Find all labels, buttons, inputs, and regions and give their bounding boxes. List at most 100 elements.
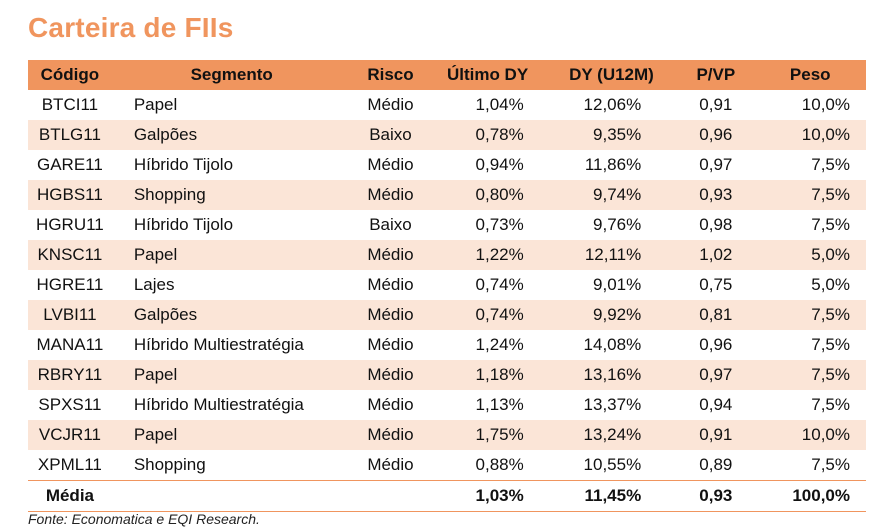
segmento-cell: Papel — [133, 95, 178, 114]
column-header-pvp: P/VP — [677, 60, 755, 90]
average-pvp: 0,93 — [677, 480, 755, 512]
codigo-cell: GARE11 — [36, 155, 103, 174]
peso-cell: 5,0% — [811, 275, 850, 294]
ultimo-dy-cell: 0,94% — [475, 155, 524, 174]
segmento-cell: Papel — [111, 240, 352, 270]
pvp-cell: 0,91 — [699, 95, 733, 114]
ultimo-dy-cell: 0,74% — [429, 300, 546, 330]
average-segmento-cell — [111, 480, 352, 512]
fii-portfolio-table: Código Segmento Risco Último DY DY (U12M… — [28, 60, 866, 512]
dy-u12m-cell: 13,16% — [545, 360, 678, 390]
table-row: BTCI11 Papel Médio 1,04% 12,06% 0,91 10,0% — [28, 90, 866, 120]
column-header-dy-u12m: DY (U12M) — [545, 60, 678, 90]
ultimo-dy-cell: 0,74% — [475, 275, 524, 294]
risco-cell: Médio — [351, 300, 430, 330]
codigo-cell: HGRU11 — [36, 215, 104, 234]
codigo-cell: XPML11 — [37, 455, 102, 474]
dy-u12m-cell: 14,08% — [583, 335, 642, 354]
pvp-cell: 0,91 — [677, 420, 755, 450]
ultimo-dy-cell: 1,75% — [429, 420, 546, 450]
risco-cell: Médio — [367, 335, 414, 354]
table-row: KNSC11 Papel Médio 1,22% 12,11% 1,02 5,0% — [28, 240, 866, 270]
peso-cell: 7,5% — [754, 180, 866, 210]
column-header-ultimo-dy: Último DY — [429, 60, 546, 90]
peso-cell: 7,5% — [811, 455, 850, 474]
average-row: Média 1,03% 11,45% 0,93 100,0% — [28, 480, 866, 512]
column-header-risco: Risco — [351, 60, 430, 90]
column-header-segmento: Segmento — [111, 60, 352, 90]
risco-cell: Baixo — [351, 120, 430, 150]
ultimo-dy-cell: 1,24% — [475, 335, 524, 354]
peso-cell: 7,5% — [754, 300, 866, 330]
peso-cell: 10,0% — [754, 120, 866, 150]
pvp-cell: 0,81 — [677, 300, 755, 330]
table-header-row: Código Segmento Risco Último DY DY (U12M… — [28, 60, 866, 90]
risco-cell: Médio — [367, 95, 414, 114]
column-header-codigo: Código — [28, 60, 112, 90]
ultimo-dy-cell: 0,80% — [429, 180, 546, 210]
average-label: Média — [28, 480, 112, 512]
segmento-cell: Híbrido Multiestratégia — [133, 335, 304, 354]
table-row: HGRE11 Lajes Médio 0,74% 9,01% 0,75 5,0% — [28, 270, 866, 300]
dy-u12m-cell: 12,06% — [583, 95, 642, 114]
dy-u12m-cell: 9,76% — [593, 215, 642, 234]
risco-cell: Médio — [367, 155, 414, 174]
codigo-cell: BTCI11 — [41, 95, 99, 114]
ultimo-dy-cell: 0,78% — [429, 120, 546, 150]
peso-cell: 10,0% — [801, 95, 850, 114]
segmento-cell: Shopping — [111, 180, 352, 210]
peso-cell: 7,5% — [811, 335, 850, 354]
codigo-cell: RBRY11 — [28, 360, 112, 390]
pvp-cell: 0,75 — [699, 275, 733, 294]
pvp-cell: 0,97 — [677, 360, 755, 390]
pvp-cell: 1,02 — [677, 240, 755, 270]
codigo-cell: HGRE11 — [36, 275, 104, 294]
dy-u12m-cell: 13,37% — [583, 395, 642, 414]
average-peso: 100,0% — [754, 480, 866, 512]
ultimo-dy-cell: 0,73% — [475, 215, 524, 234]
segmento-cell: Papel — [111, 420, 352, 450]
page-title: Carteira de FIIs — [28, 12, 234, 43]
ultimo-dy-cell: 1,18% — [429, 360, 546, 390]
risco-cell: Médio — [351, 360, 430, 390]
dy-u12m-cell: 10,55% — [583, 455, 642, 474]
codigo-cell: LVBI11 — [28, 300, 112, 330]
column-header-peso: Peso — [754, 60, 866, 90]
segmento-cell: Híbrido Multiestratégia — [133, 395, 304, 414]
risco-cell: Médio — [351, 420, 430, 450]
peso-cell: 7,5% — [811, 215, 850, 234]
risco-cell: Baixo — [369, 215, 412, 234]
average-ultimo-dy: 1,03% — [429, 480, 546, 512]
dy-u12m-cell: 12,11% — [545, 240, 678, 270]
codigo-cell: KNSC11 — [28, 240, 112, 270]
pvp-cell: 0,94 — [699, 395, 733, 414]
risco-cell: Médio — [367, 275, 414, 294]
table-row: XPML11 Shopping Médio 0,88% 10,55% 0,89 7,5% — [28, 450, 866, 481]
average-risco-cell — [351, 480, 430, 512]
risco-cell: Médio — [351, 240, 430, 270]
ultimo-dy-cell: 1,04% — [475, 95, 524, 114]
segmento-cell: Galpões — [111, 120, 352, 150]
codigo-cell: VCJR11 — [28, 420, 112, 450]
dy-u12m-cell: 9,01% — [593, 275, 642, 294]
codigo-cell: SPXS11 — [38, 395, 102, 414]
segmento-cell: Híbrido Tijolo — [133, 155, 234, 174]
average-dy-u12m: 11,45% — [545, 480, 678, 512]
ultimo-dy-cell: 0,88% — [475, 455, 524, 474]
pvp-cell: 0,97 — [699, 155, 733, 174]
table-row: LVBI11 Galpões Médio 0,74% 9,92% 0,81 7,5% — [28, 300, 866, 330]
table-row: MANA11 Híbrido Multiestratégia Médio 1,24% 1… — [28, 330, 866, 360]
risco-cell: Médio — [351, 180, 430, 210]
ultimo-dy-cell: 1,13% — [475, 395, 524, 414]
pvp-cell: 0,96 — [677, 120, 755, 150]
dy-u12m-cell: 9,74% — [545, 180, 678, 210]
pvp-cell: 0,89 — [699, 455, 733, 474]
peso-cell: 7,5% — [811, 395, 850, 414]
codigo-cell: MANA11 — [36, 335, 104, 354]
pvp-cell: 0,98 — [699, 215, 733, 234]
codigo-cell: BTLG11 — [28, 120, 112, 150]
table-row: HGBS11 Shopping Médio 0,80% 9,74% 0,93 7,5% — [28, 180, 866, 210]
risco-cell: Médio — [367, 455, 414, 474]
dy-u12m-cell: 13,24% — [545, 420, 678, 450]
table-row: RBRY11 Papel Médio 1,18% 13,16% 0,97 7,5% — [28, 360, 866, 390]
